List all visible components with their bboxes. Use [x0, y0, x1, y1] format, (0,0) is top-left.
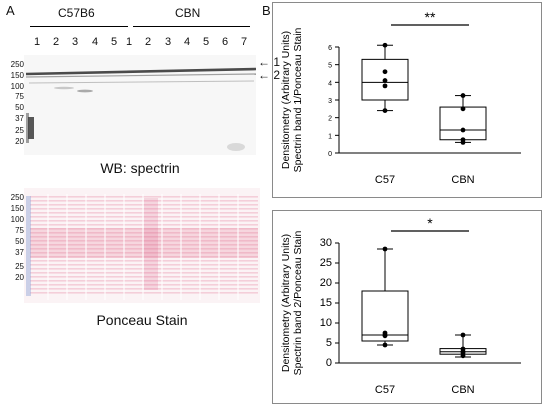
lane-number: 2 — [52, 36, 60, 48]
wb-marker: 50 — [15, 103, 24, 112]
lane-number: 3 — [164, 36, 172, 48]
panel-b-label: B — [262, 3, 271, 18]
y-axis-label: Densitometry (Arbitrary Units) — [280, 31, 292, 169]
ponceau-caption: Ponceau Stain — [96, 312, 188, 328]
y-tick-label: 5 — [326, 337, 332, 349]
arrow-left-icon: ← — [258, 68, 270, 82]
group-line-c57b6 — [30, 26, 128, 27]
data-point — [382, 108, 388, 113]
boxplot-band-1: 0 1 2 3 4 5 6 Densitometry (Arbitrary Units) Spe… — [272, 2, 542, 198]
data-point — [382, 342, 388, 348]
wb-marker: 150 — [10, 71, 24, 80]
ponceau-marker: 37 — [15, 248, 24, 257]
data-point — [460, 353, 466, 359]
y-tick-label: 6 — [328, 45, 332, 52]
ponceau-marker: 150 — [10, 204, 24, 213]
data-point — [382, 333, 388, 339]
ponceau-stain-image — [24, 188, 260, 303]
data-point — [460, 106, 466, 112]
y-axis-label: Densitometry (Arbitrary Units) — [280, 234, 292, 372]
wb-marker: 100 — [10, 82, 24, 91]
band-1-label: 1 — [273, 55, 281, 69]
y-tick-label: 4 — [328, 80, 332, 87]
wb-marker: 75 — [15, 92, 24, 101]
ponceau-marker: 50 — [15, 237, 24, 246]
x-category-label: C57 — [375, 174, 395, 186]
lane-number: 4 — [91, 36, 99, 48]
y-tick-label: 25 — [320, 257, 332, 269]
data-point — [460, 140, 466, 145]
wb-marker: 37 — [15, 114, 24, 123]
lane-number: 1 — [33, 36, 41, 48]
wb-marker: 20 — [15, 137, 24, 146]
boxplot-band-2: 0 5 10 15 20 25 30 Densitometry (Arbitrary Unit… — [272, 210, 542, 404]
data-point — [460, 127, 466, 133]
boxplot-band-1-svg: 0 1 2 3 4 5 6 Densitometry (Arbitrary Units) Spe… — [280, 9, 521, 186]
y-tick-label: 10 — [320, 317, 332, 329]
boxplot-band-2-svg: 0 5 10 15 20 25 30 Densitometry (Arbitrary Unit… — [280, 215, 521, 396]
y-tick-label: 0 — [326, 357, 332, 369]
y-tick-label: 5 — [328, 63, 332, 70]
band-1-arrow: ← 1 — [258, 55, 280, 69]
y-tick-label: 1 — [328, 133, 332, 140]
box — [439, 106, 487, 141]
y-tick-label: 20 — [320, 277, 332, 289]
band-2-arrow: ← 2 — [258, 68, 280, 82]
lane-number: 5 — [202, 36, 210, 48]
x-category-label: CBN — [451, 174, 474, 186]
ponceau-marker: 25 — [15, 262, 24, 271]
data-point — [382, 69, 388, 75]
lane-number: 7 — [240, 36, 248, 48]
arrow-left-icon: ← — [258, 55, 270, 69]
y-axis-label: Spectrin band 1/Ponceau Stain — [292, 27, 304, 172]
y-tick-label: 0 — [328, 151, 332, 158]
significance-marker: ** — [425, 9, 436, 25]
box — [361, 290, 409, 342]
data-point — [382, 246, 388, 252]
group-label-cbn: CBN — [175, 6, 201, 20]
lane-number: 6 — [221, 36, 229, 48]
y-axis-label: Spectrin band 2/Ponceau Stain — [292, 230, 304, 375]
panel-a-label: A — [6, 3, 15, 18]
significance-marker: * — [427, 215, 433, 231]
group-line-cbn — [133, 26, 250, 27]
lane-number: 3 — [71, 36, 79, 48]
data-point — [382, 78, 388, 83]
western-blot-image — [24, 55, 256, 155]
data-point — [460, 93, 466, 98]
y-tick-label: 2 — [328, 116, 332, 123]
lane-number: 5 — [110, 36, 118, 48]
data-point — [382, 83, 388, 89]
band-2-label: 2 — [273, 68, 281, 82]
ponceau-marker: 75 — [15, 226, 24, 235]
y-tick-label: 30 — [320, 237, 332, 249]
lane-number: 4 — [183, 36, 191, 48]
lane-number: 1 — [125, 36, 133, 48]
lane-number: 2 — [144, 36, 152, 48]
ponceau-marker: 250 — [10, 193, 24, 202]
wb-marker: 250 — [10, 60, 24, 69]
group-label-c57b6: C57B6 — [58, 6, 95, 20]
wb-caption: WB: spectrin — [100, 160, 180, 176]
x-category-label: CBN — [451, 384, 474, 396]
x-category-label: C57 — [375, 384, 395, 396]
data-point — [382, 42, 388, 48]
data-point — [460, 332, 466, 338]
wb-marker: 25 — [15, 126, 24, 135]
y-tick-label: 3 — [328, 98, 332, 105]
ponceau-marker: 20 — [15, 273, 24, 282]
ponceau-marker: 100 — [10, 215, 24, 224]
y-tick-label: 15 — [320, 297, 332, 309]
